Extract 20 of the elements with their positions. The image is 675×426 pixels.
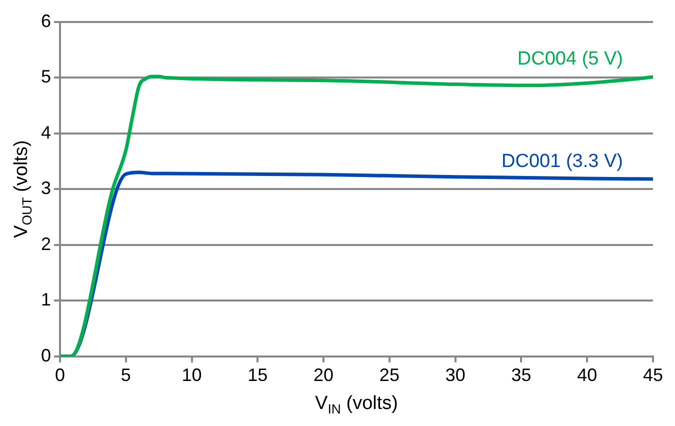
series-label: DC004 (5 V)	[517, 48, 623, 70]
x-tick-label: 15	[248, 365, 268, 386]
x-tick-label: 25	[379, 365, 400, 386]
x-tick-label: 5	[120, 365, 131, 386]
x-tick-label: 30	[445, 365, 466, 386]
y-tick-label: 2	[40, 234, 52, 254]
y-tick-label: 1	[40, 290, 52, 310]
y-axis-title: VOUT (volts)	[11, 140, 34, 238]
x-tick-label: 20	[314, 365, 334, 386]
y-tick-label: 4	[40, 122, 52, 142]
x-tick-label: 45	[642, 365, 664, 386]
series-label: DC001 (3.3 V)	[502, 150, 623, 172]
x-tick-label: 35	[511, 365, 532, 386]
y-tick-label: 0	[40, 345, 52, 366]
x-tick-label: 0	[55, 365, 66, 386]
y-tick-label: 5	[40, 66, 52, 87]
y-tick-label: 3	[40, 178, 52, 198]
y-tick-label: 6	[40, 10, 52, 31]
x-tick-label: 10	[182, 365, 202, 386]
x-tick-label: 40	[577, 365, 598, 386]
